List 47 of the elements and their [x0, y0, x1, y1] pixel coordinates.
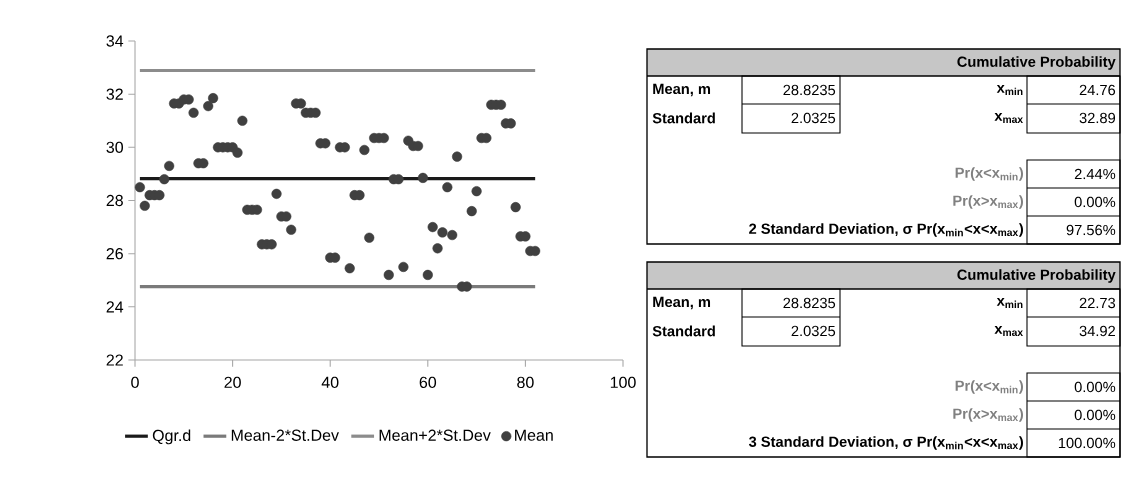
text: 28.8235 — [783, 84, 836, 96]
y-tick-label: 26 — [106, 248, 123, 260]
x-tick-label: 0 — [131, 376, 139, 389]
text: 2.44% — [1074, 168, 1116, 180]
text: Pr(x<x$_{min}$) — [955, 380, 1024, 394]
text: x$_{max}$ — [994, 325, 1023, 337]
x-tick-label: 80 — [517, 376, 534, 389]
y-tick-label: 28 — [106, 194, 123, 207]
legend-label: Mean+2*St.Dev — [379, 429, 491, 441]
x-tick-label: 20 — [224, 376, 241, 389]
legend-label: Mean-2*St.Dev — [231, 429, 339, 441]
text: 0.00% — [1074, 409, 1116, 421]
text: 3 Standard Deviation, σ Pr(x$_{min}$<x<x$_{max}$) — [748, 436, 1023, 450]
text: 22.73 — [1079, 297, 1116, 309]
text: Cumulative Probability — [957, 56, 1116, 70]
y-tick-label: 34 — [106, 35, 124, 47]
x-tick-label: 60 — [419, 376, 437, 389]
text: Standard — [652, 112, 715, 124]
text: x$_{min}$ — [996, 84, 1023, 96]
text: 100.00% — [1058, 437, 1116, 449]
text: Mean, m — [653, 83, 711, 97]
text: 0.00% — [1074, 196, 1116, 208]
text: Mean, m — [653, 296, 711, 310]
text: 24.76 — [1079, 84, 1116, 96]
x-tick-label: 40 — [321, 376, 339, 389]
x-tick-label: 100 — [610, 376, 636, 389]
text: Standard — [652, 325, 715, 337]
text: 97.56% — [1066, 224, 1116, 236]
text: Cumulative Probability — [957, 269, 1116, 283]
text: x$_{max}$ — [994, 112, 1023, 124]
legend-label: Mean — [515, 429, 553, 441]
text: 32.89 — [1079, 112, 1116, 124]
text: 2.0325 — [791, 112, 836, 124]
text: 28.8235 — [783, 297, 836, 309]
y-tick-label: 32 — [106, 88, 123, 100]
text: 2 Standard Deviation, σ Pr(x$_{min}$<x<x$_{max}$) — [749, 223, 1023, 237]
text: Pr(x>x$_{max}$) — [953, 195, 1024, 209]
text: 0.00% — [1074, 381, 1116, 393]
y-tick-label: 22 — [106, 354, 123, 366]
legend-label: Qgr.d — [152, 429, 191, 445]
text: 34.92 — [1079, 325, 1115, 337]
y-tick-label: 30 — [106, 141, 124, 153]
text: Pr(x>x$_{max}$) — [953, 408, 1024, 422]
text: Pr(x<x$_{min}$) — [955, 167, 1024, 181]
text: 2.0325 — [791, 325, 836, 337]
text: x$_{min}$ — [996, 297, 1023, 309]
y-tick-label: 24 — [106, 301, 124, 313]
